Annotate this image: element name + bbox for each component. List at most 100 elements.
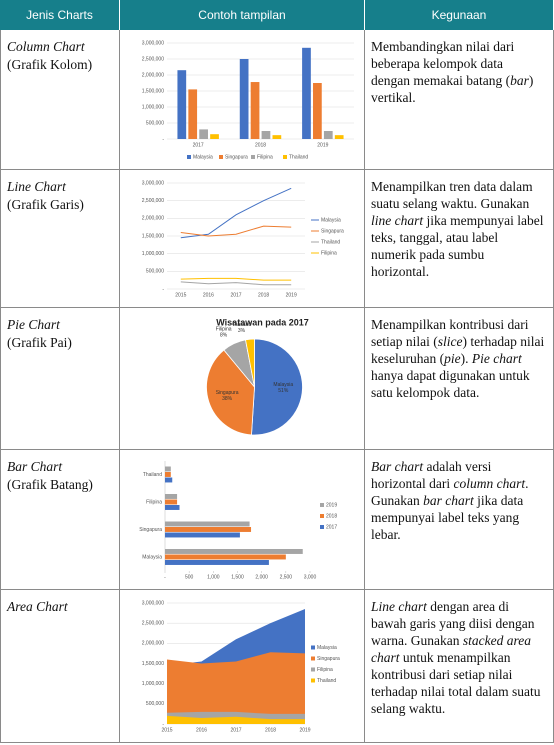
emphasis: slice bbox=[437, 334, 463, 349]
usage-text: Membandingkan nilai dari beberapa kelomp… bbox=[371, 38, 545, 106]
legend-label: Thailand bbox=[317, 678, 336, 684]
chart-name: Pie Chart bbox=[7, 317, 60, 332]
x-tick-label: 2017 bbox=[230, 292, 241, 298]
header-cell: Jenis Charts bbox=[0, 0, 120, 30]
legend-label: Thailand bbox=[289, 154, 308, 160]
usage-text: Bar chart adalah versi horizontal dari c… bbox=[371, 458, 545, 543]
y-tick-label: Thailand bbox=[143, 472, 162, 478]
y-tick-label: 2,500,000 bbox=[142, 620, 164, 626]
slice-label: Thailand bbox=[232, 322, 251, 328]
mini-chart: - 500,000 1,000,000 1,500,000 2,000,000 2,500… bbox=[142, 40, 354, 160]
bar bbox=[165, 499, 178, 505]
usage-cell: Bar chart adalah versi horizontal dari c… bbox=[365, 450, 554, 590]
usage-text: Line chart dengan area di bawah garis ya… bbox=[371, 598, 545, 717]
chart-subtitle: (Grafik Pai) bbox=[7, 335, 72, 350]
bar bbox=[165, 549, 303, 554]
y-tick-label: 3,000,000 bbox=[142, 180, 164, 186]
type-cell: Line Chart (Grafik Garis) bbox=[0, 170, 120, 308]
legend-swatch bbox=[311, 667, 315, 672]
bar bbox=[177, 70, 187, 139]
bar bbox=[165, 466, 171, 472]
y-tick-label: 2,000,000 bbox=[142, 216, 164, 222]
line bbox=[180, 225, 292, 237]
slice-value: 3% bbox=[238, 328, 246, 334]
legend-label: Filipina bbox=[317, 667, 333, 673]
x-tick-label: 2018 bbox=[265, 727, 276, 733]
text: adalah versi horizontal dari bbox=[371, 459, 492, 491]
bar bbox=[165, 527, 252, 532]
legend-label: Singapura bbox=[317, 656, 340, 662]
x-tick-label: 2016 bbox=[196, 727, 207, 733]
emphasis: bar chart bbox=[423, 493, 474, 508]
example-cell: - 500 1,000 1,500 2,000 2,500 3,000 Thailand Fil… bbox=[120, 450, 365, 590]
y-tick-label: Singapura bbox=[139, 527, 162, 533]
chart-type: Bar Chart (Grafik Batang) bbox=[7, 458, 93, 494]
y-tick-label: 2,500,000 bbox=[142, 198, 164, 204]
text: dengan area di bawah garis yang diisi de… bbox=[371, 599, 535, 648]
emphasis: Bar chart bbox=[371, 459, 424, 474]
bar bbox=[165, 505, 180, 510]
x-tick-label: 2017 bbox=[193, 142, 204, 148]
x-tick-label: 2018 bbox=[255, 142, 266, 148]
header-cell: Kegunaan bbox=[365, 0, 554, 30]
header-cell: Contoh tampilan bbox=[120, 0, 365, 30]
legend-label: 2019 bbox=[326, 502, 337, 508]
y-tick-label: 1,000,000 bbox=[142, 681, 164, 687]
legend-swatch bbox=[311, 656, 315, 661]
type-cell: Bar Chart (Grafik Batang) bbox=[0, 450, 120, 590]
slice-label: Filipina bbox=[216, 327, 232, 333]
text: ) terhadap nilai keseluruhan ( bbox=[371, 334, 545, 366]
x-tick-label: 2,500 bbox=[280, 574, 293, 580]
mini-chart: - 500,000 1,000,000 1,500,000 2,000,000 2,500… bbox=[142, 180, 344, 298]
line bbox=[180, 187, 292, 239]
example-cell: - 500,000 1,000,000 1,500,000 2,000,000 2,500… bbox=[120, 590, 365, 743]
y-tick-label: 1,000,000 bbox=[142, 104, 164, 110]
legend-swatch bbox=[219, 155, 223, 159]
mini-chart: Wisatawan pada 2017Malaysia51%Singapura3… bbox=[206, 317, 309, 436]
chart-type: Line Chart (Grafik Garis) bbox=[7, 178, 84, 214]
bar bbox=[165, 554, 286, 560]
legend-label: 2018 bbox=[326, 513, 337, 519]
y-tick-label: 1,000,000 bbox=[142, 251, 164, 257]
line bbox=[180, 277, 292, 281]
usage-text: Menampilkan tren data dalam suatu selang… bbox=[371, 178, 545, 280]
bar bbox=[323, 131, 333, 139]
type-cell: Column Chart (Grafik Kolom) bbox=[0, 30, 120, 170]
text: jika mempunyai label teks, tanggal, atau… bbox=[371, 213, 544, 279]
bar bbox=[334, 135, 344, 139]
emphasis: Pie chart bbox=[471, 351, 522, 366]
bar bbox=[165, 560, 269, 565]
x-tick-label: 2019 bbox=[317, 142, 328, 148]
bar bbox=[165, 472, 171, 477]
chart-name: Area Chart bbox=[7, 599, 68, 614]
legend-label: Filipina bbox=[321, 250, 337, 256]
example-cell: Wisatawan pada 2017 Malaysia 51% Singapura 3… bbox=[120, 308, 365, 450]
chart-name: Column Chart bbox=[7, 39, 85, 54]
text: hanya dapat digunakan untuk satu kelompo… bbox=[371, 368, 530, 400]
text: Membandingkan nilai dari beberapa kelomp… bbox=[371, 39, 515, 88]
chart-subtitle: (Grafik Kolom) bbox=[7, 57, 93, 72]
x-tick-label: 3,000 bbox=[304, 574, 317, 580]
chart-subtitle: (Grafik Batang) bbox=[7, 477, 93, 492]
text: ). bbox=[460, 351, 472, 366]
chart-name: Line Chart bbox=[7, 179, 66, 194]
mini-chart: - 500,000 1,000,000 1,500,000 2,000,000 2,500… bbox=[142, 600, 340, 733]
example-cell: - 500,000 1,000,000 1,500,000 2,000,000 2,500… bbox=[120, 170, 365, 308]
x-tick-label: 2,000 bbox=[255, 574, 268, 580]
emphasis: pie bbox=[444, 351, 461, 366]
text: ) vertikal. bbox=[371, 73, 534, 105]
legend-label: Filipina bbox=[257, 154, 273, 160]
bar bbox=[199, 129, 208, 139]
pie-slice bbox=[206, 349, 255, 436]
bar bbox=[239, 59, 249, 139]
legend-swatch bbox=[283, 155, 287, 159]
x-tick-label: 1,000 bbox=[207, 574, 220, 580]
text: Menampilkan kontribusi dari setiap nilai… bbox=[371, 317, 529, 349]
bar bbox=[188, 89, 198, 139]
example-cell: - 500,000 1,000,000 1,500,000 2,000,000 2,500… bbox=[120, 30, 365, 170]
chart-type: Area Chart bbox=[7, 598, 68, 616]
bar bbox=[165, 521, 250, 527]
type-cell: Area Chart bbox=[0, 590, 120, 743]
y-tick-label: 2,000,000 bbox=[142, 72, 164, 78]
chart-type: Column Chart (Grafik Kolom) bbox=[7, 38, 92, 74]
